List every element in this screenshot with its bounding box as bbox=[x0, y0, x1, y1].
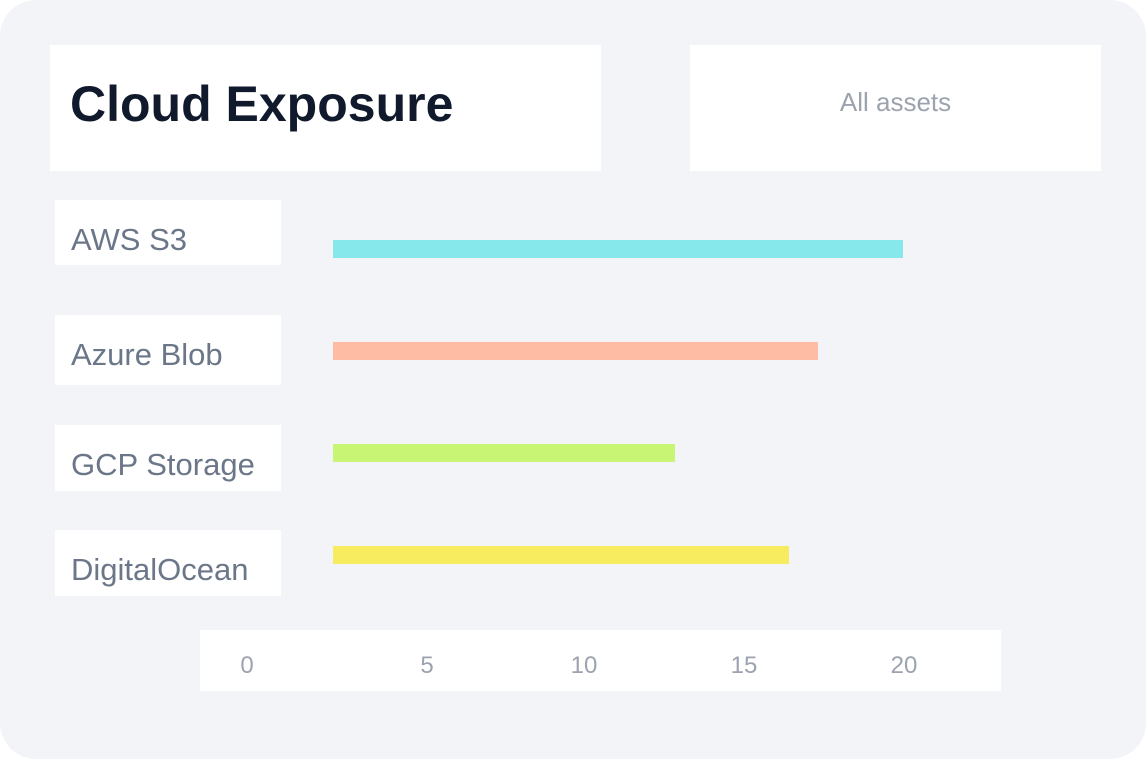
category-label-box: DigitalOcean bbox=[55, 530, 281, 596]
bar bbox=[333, 240, 903, 258]
x-axis: 0 5 10 15 20 bbox=[200, 630, 1001, 691]
bar bbox=[333, 444, 675, 462]
bar bbox=[333, 342, 818, 360]
chart-title: Cloud Exposure bbox=[70, 76, 454, 132]
asset-filter-label: All assets bbox=[839, 87, 952, 117]
x-tick-label: 20 bbox=[890, 652, 918, 679]
x-tick-label: 10 bbox=[570, 652, 598, 679]
category-label: Azure Blob bbox=[71, 337, 223, 372]
category-label-box: GCP Storage bbox=[55, 425, 281, 491]
category-label-box: AWS S3 bbox=[55, 200, 281, 265]
title-panel: Cloud Exposure bbox=[50, 45, 601, 171]
category-label: DigitalOcean bbox=[71, 552, 249, 587]
x-tick-label: 5 bbox=[420, 652, 434, 679]
category-label-box: Azure Blob bbox=[55, 315, 281, 385]
x-tick-label: 15 bbox=[730, 652, 758, 679]
category-label: AWS S3 bbox=[71, 222, 187, 257]
category-label: GCP Storage bbox=[71, 447, 255, 482]
x-tick-label: 0 bbox=[240, 652, 254, 679]
asset-filter[interactable]: All assets bbox=[690, 45, 1101, 171]
bar bbox=[333, 546, 789, 564]
